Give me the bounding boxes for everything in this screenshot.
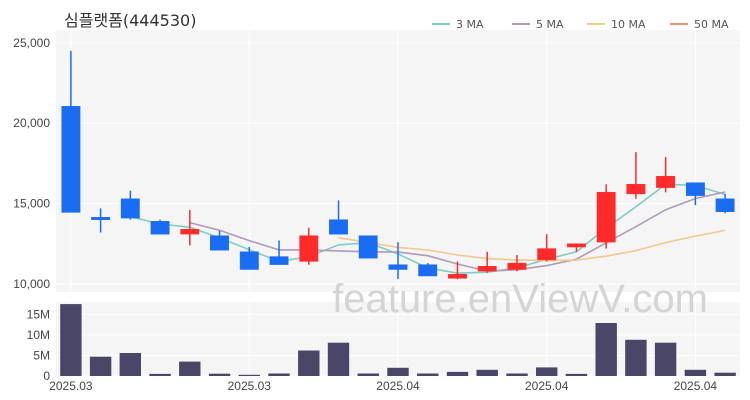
volume-bar bbox=[60, 304, 82, 376]
candle-body bbox=[150, 221, 170, 235]
volume-bar bbox=[654, 342, 677, 376]
price-tick-label: 10,000 bbox=[13, 277, 50, 291]
candle-body bbox=[656, 176, 676, 188]
candle-body bbox=[596, 192, 616, 243]
candlesticks bbox=[61, 50, 735, 280]
legend-label: 10 MA bbox=[611, 18, 646, 31]
candle-body bbox=[299, 235, 319, 262]
volume-bar bbox=[119, 353, 141, 376]
date-axis: 2025.03 2025.03 2025.04 2025.04 2025.04 bbox=[49, 379, 717, 393]
volume-tick-label: 15M bbox=[27, 307, 50, 321]
candle-body bbox=[566, 243, 586, 248]
volume-tick-label: 0 bbox=[43, 369, 50, 383]
candle-body bbox=[358, 235, 378, 259]
date-tick-label: 2025.04 bbox=[525, 379, 569, 393]
legend-label: 50 MA bbox=[694, 18, 729, 31]
candle-body bbox=[91, 217, 111, 220]
candle-body bbox=[537, 248, 557, 261]
volume-tick-label: 10M bbox=[27, 328, 50, 342]
ma-line-10-ma bbox=[338, 229, 726, 262]
price-tick-label: 25,000 bbox=[13, 36, 50, 50]
volume-bar bbox=[714, 372, 736, 376]
date-tick-label: 2025.03 bbox=[49, 379, 93, 393]
volume-bar bbox=[565, 373, 588, 376]
candle-body bbox=[210, 235, 229, 251]
volume-bar bbox=[506, 373, 528, 376]
chart-title: 심플랫폼(444530) bbox=[64, 11, 196, 30]
volume-bar bbox=[357, 373, 379, 376]
volume-bar bbox=[625, 339, 647, 376]
volume-bar bbox=[179, 361, 201, 376]
price-tick-label: 20,000 bbox=[13, 116, 50, 130]
date-tick-label: 2025.04 bbox=[674, 379, 718, 393]
price-tick-label: 15,000 bbox=[13, 197, 50, 211]
legend-label: 3 MA bbox=[456, 18, 484, 31]
volume-bar bbox=[595, 323, 617, 376]
candle-body bbox=[626, 184, 646, 195]
candle-body bbox=[715, 198, 735, 212]
volume-bar bbox=[238, 374, 260, 376]
candle-body bbox=[418, 264, 438, 277]
candle-body bbox=[61, 106, 81, 213]
date-tick-label: 2025.04 bbox=[376, 379, 420, 393]
candle-body bbox=[685, 182, 705, 196]
candle-body bbox=[269, 256, 289, 265]
candle-body bbox=[180, 229, 200, 235]
candle-body bbox=[507, 262, 527, 270]
date-tick-label: 2025.03 bbox=[228, 379, 272, 393]
volume-bar bbox=[417, 373, 439, 376]
watermark: feature.enViewV.com bbox=[332, 277, 708, 321]
volume-bar bbox=[327, 342, 350, 376]
volume-bar bbox=[268, 373, 290, 376]
volume-bar bbox=[446, 371, 469, 376]
volume-bar bbox=[476, 369, 498, 376]
volume-bars bbox=[60, 304, 736, 376]
volume-bar bbox=[536, 367, 558, 376]
price-axis: 10,000 15,000 20,000 25,000 bbox=[13, 36, 50, 291]
candle-body bbox=[448, 274, 467, 279]
volume-bar bbox=[149, 373, 171, 376]
volume-bar bbox=[387, 367, 409, 376]
volume-bar bbox=[89, 356, 112, 376]
volume-bar bbox=[298, 350, 320, 376]
candle-body bbox=[239, 251, 259, 270]
volume-bar bbox=[684, 369, 707, 376]
candle-body bbox=[120, 198, 140, 219]
candle-body bbox=[388, 264, 408, 270]
candle-body bbox=[477, 266, 497, 272]
volume-axis: 0 5M 10M 15M bbox=[27, 307, 51, 383]
volume-tick-label: 5M bbox=[33, 348, 50, 362]
legend: 3 MA 5 MA 10 MA 50 MA bbox=[432, 18, 729, 31]
volume-bar bbox=[208, 373, 231, 376]
candle-body bbox=[329, 219, 348, 235]
legend-label: 5 MA bbox=[536, 18, 564, 31]
